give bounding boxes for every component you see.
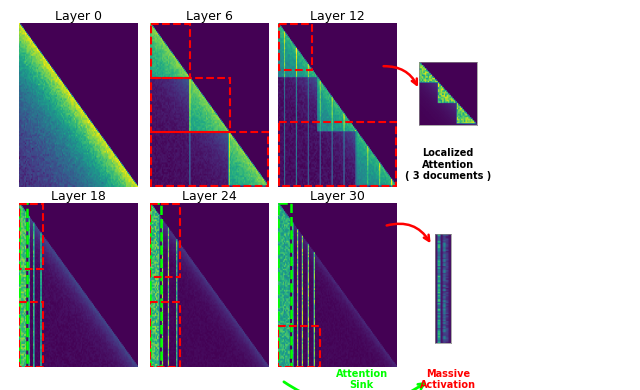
Title: Layer 6: Layer 6 xyxy=(186,11,233,23)
Bar xyxy=(278,326,320,367)
Bar xyxy=(279,24,312,70)
Bar xyxy=(150,203,161,368)
Bar xyxy=(151,24,190,78)
Title: Layer 30: Layer 30 xyxy=(310,190,365,203)
Title: Layer 12: Layer 12 xyxy=(310,11,365,23)
Title: Layer 0: Layer 0 xyxy=(55,11,102,23)
Title: Layer 24: Layer 24 xyxy=(182,190,237,203)
Text: Localized
Attention
( 3 documents ): Localized Attention ( 3 documents ) xyxy=(405,148,491,181)
Bar xyxy=(19,204,43,269)
Bar xyxy=(279,122,396,186)
Bar xyxy=(150,302,180,367)
Text: Attention
Sink: Attention Sink xyxy=(335,369,388,390)
Bar xyxy=(151,78,230,132)
Bar xyxy=(278,203,291,368)
Bar xyxy=(151,132,268,186)
Bar xyxy=(150,204,180,277)
Bar xyxy=(19,302,43,367)
Bar xyxy=(19,203,28,368)
Title: Layer 18: Layer 18 xyxy=(51,190,106,203)
Text: Massive
Activation: Massive Activation xyxy=(420,369,476,390)
